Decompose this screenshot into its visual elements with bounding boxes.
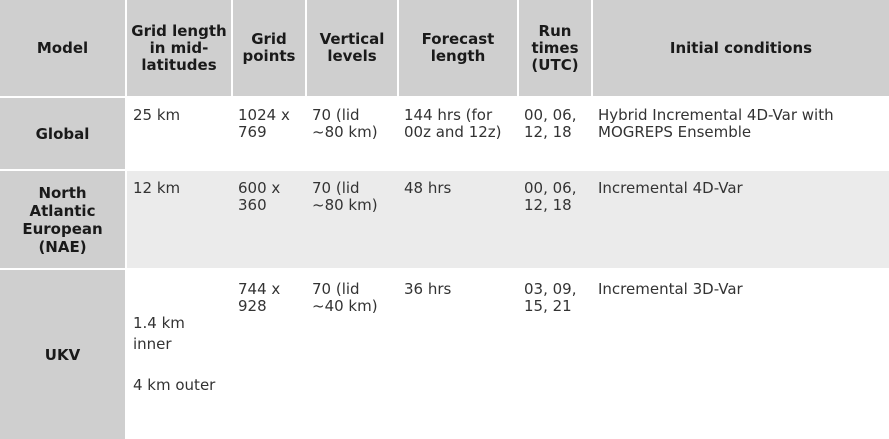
header-forecast-length: Forecast length: [398, 0, 519, 97]
cell-grid-points: 1024 x 769: [232, 96, 306, 170]
table-header-row: Model Grid length in mid-latitudes Grid …: [0, 0, 889, 97]
header-initial-conditions: Initial conditions: [592, 0, 889, 97]
cell-grid-length: 12 km: [126, 169, 232, 269]
header-grid-length: Grid length in mid-latitudes: [126, 0, 233, 97]
cell-vertical-levels: 70 (lid ~40 km): [306, 268, 398, 439]
cell-run-times: 00, 06, 12, 18: [518, 169, 592, 269]
cell-grid-points: 600 x 360: [232, 169, 306, 269]
cell-run-times: 00, 06, 12, 18: [518, 96, 592, 170]
row-model-global: Global: [0, 96, 127, 170]
cell-vertical-levels: 70 (lid ~80 km): [306, 96, 398, 170]
table-row: North Atlantic European (NAE) 12 km 600 …: [0, 169, 889, 269]
cell-run-times: 03, 09, 15, 21: [518, 268, 592, 439]
header-grid-points: Grid points: [232, 0, 307, 97]
row-model-nae: North Atlantic European (NAE): [0, 169, 127, 269]
header-model: Model: [0, 0, 127, 97]
cell-grid-length: 1.4 km inner 4 km outer: [126, 268, 232, 439]
cell-initial-conditions: Incremental 3D-Var: [592, 268, 889, 439]
row-model-ukv: UKV: [0, 268, 127, 439]
grid-length-outer: 4 km outer: [133, 376, 216, 394]
cell-grid-points: 744 x 928: [232, 268, 306, 439]
cell-initial-conditions: Incremental 4D-Var: [592, 169, 889, 269]
table-row: UKV 1.4 km inner 4 km outer 744 x 928 70…: [0, 268, 889, 439]
cell-grid-length: 25 km: [126, 96, 232, 170]
cell-forecast-length: 36 hrs: [398, 268, 518, 439]
grid-length-inner: 1.4 km inner: [133, 314, 185, 353]
cell-forecast-length: 144 hrs (for 00z and 12z): [398, 96, 518, 170]
cell-forecast-length: 48 hrs: [398, 169, 518, 269]
header-run-times: Run times (UTC): [518, 0, 593, 97]
table-row: Global 25 km 1024 x 769 70 (lid ~80 km) …: [0, 96, 889, 170]
cell-vertical-levels: 70 (lid ~80 km): [306, 169, 398, 269]
header-vertical-levels: Vertical levels: [306, 0, 399, 97]
cell-initial-conditions: Hybrid Incremental 4D-Var with MOGREPS E…: [592, 96, 889, 170]
